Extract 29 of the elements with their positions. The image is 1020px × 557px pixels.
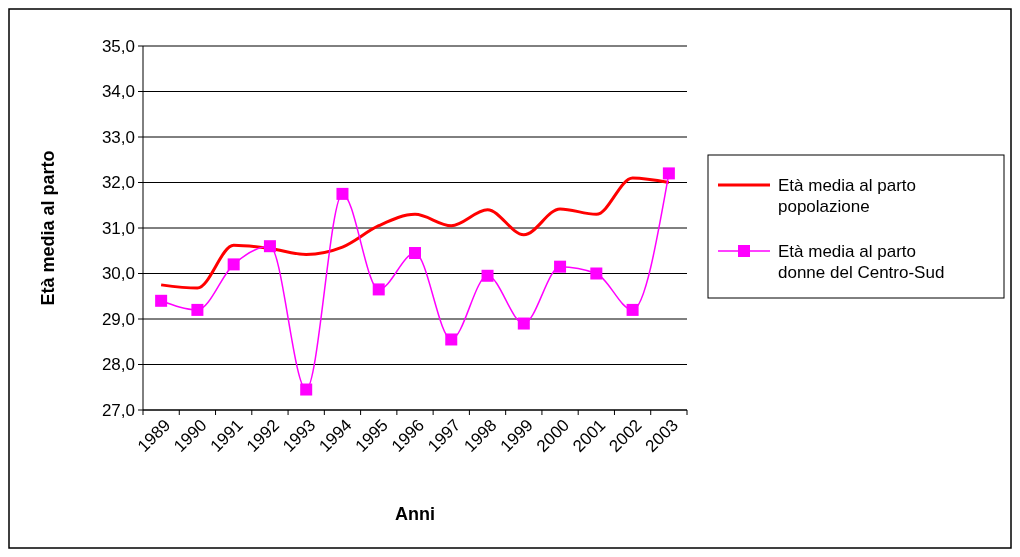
point [554, 260, 567, 273]
point [155, 294, 168, 307]
point [336, 187, 349, 200]
y-tick-label: 27,0 [101, 400, 135, 420]
y-axis-title: Età media al parto [38, 150, 58, 306]
line-series [159, 176, 671, 290]
y-tick-label: 30,0 [101, 264, 135, 284]
point [626, 303, 639, 316]
point [517, 317, 530, 330]
point [590, 267, 603, 280]
point [300, 383, 313, 396]
point [372, 283, 385, 296]
point [481, 269, 494, 282]
point [409, 247, 421, 260]
legend-label: Età media al parto donne del Centro-Sud [778, 241, 945, 283]
y-tick-label: 31,0 [101, 218, 135, 238]
x-axis-title: Anni [395, 504, 435, 524]
y-tick-label: 29,0 [101, 309, 135, 329]
point [445, 333, 458, 346]
y-tick-label: 33,0 [101, 127, 135, 147]
point [662, 167, 675, 180]
point [263, 240, 276, 253]
y-tick-label: 34,0 [101, 82, 135, 102]
y-tick-label: 28,0 [101, 355, 135, 375]
point [191, 303, 204, 316]
point [227, 258, 240, 271]
legend-label: Età media al parto popolazione [778, 175, 916, 217]
y-tick-label: 35,0 [101, 36, 135, 56]
y-tick-label: 32,0 [101, 173, 135, 193]
